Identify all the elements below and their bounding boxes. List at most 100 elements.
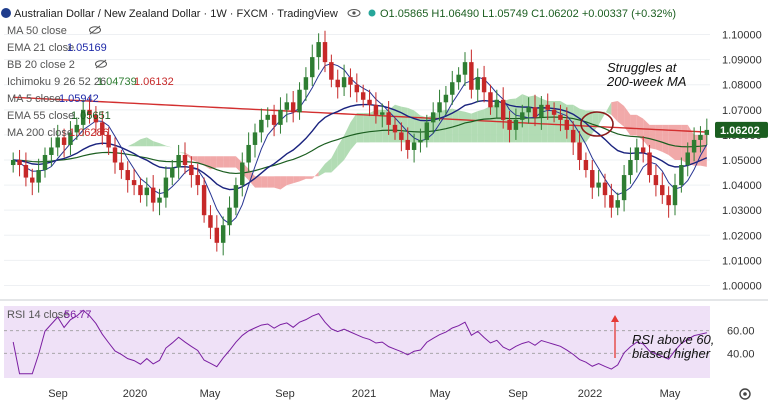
ichimoku-cloud-segment — [127, 143, 135, 147]
candle-body — [405, 139, 410, 150]
rsi-tick-label: 60.00 — [727, 326, 755, 338]
price-tick-label: 1.08000 — [722, 80, 762, 92]
ichimoku-cloud-segment — [458, 110, 465, 143]
ichimoku-cloud-segment — [484, 106, 491, 143]
candle-body — [322, 42, 328, 63]
indicator-legend: MA 50 close EMA 21 close 1.05169 BB 20 c… — [7, 25, 174, 139]
legend-ma200[interactable]: MA 200 close — [7, 127, 73, 139]
candle-body — [360, 92, 366, 100]
annotation-rsi-line1: RSI above 60, — [632, 332, 714, 347]
ichimoku-cloud-segment — [248, 168, 255, 188]
ichimoku-cloud-segment — [675, 124, 682, 160]
annotation-struggles-line1: Struggles at — [607, 60, 678, 75]
candle-body — [590, 170, 595, 188]
hidden-eye-icon[interactable] — [95, 59, 107, 69]
ichimoku-cloud-segment — [643, 118, 650, 149]
candle-body — [100, 122, 105, 135]
rsi-legend-label[interactable]: RSI 14 close — [7, 309, 69, 321]
candle-body — [170, 167, 175, 178]
ichimoku-cloud-segment — [439, 109, 446, 143]
legend-ema21[interactable]: EMA 21 close — [7, 42, 74, 54]
ichimoku-cloud-segment — [83, 165, 90, 169]
ichimoku-cloud-segment — [356, 112, 364, 143]
ichimoku-cloud-segment — [369, 109, 376, 143]
candle-body — [437, 102, 442, 113]
ichimoku-cloud-segment — [305, 176, 313, 179]
rsi-band-fill — [4, 306, 710, 378]
candle-body — [335, 79, 340, 88]
legend-ma5[interactable]: MA 5 close — [7, 93, 61, 105]
candle-body — [303, 77, 309, 90]
candle-body — [23, 165, 29, 178]
ichimoku-cloud-segment — [178, 152, 185, 154]
candle-body — [329, 62, 334, 80]
candle-body — [93, 114, 99, 123]
resistance-highlight-circle — [580, 111, 614, 137]
legend-ichimoku[interactable]: Ichimoku 9 26 52 26 — [7, 76, 106, 88]
ema21-line — [13, 99, 708, 191]
candle-body — [112, 147, 118, 163]
candle-body — [138, 185, 143, 196]
ichimoku-cloud-segment — [668, 124, 675, 160]
hidden-eye-icon[interactable] — [89, 25, 101, 35]
symbol-title[interactable]: Australian Dollar / New Zealand Dollar ·… — [14, 8, 338, 20]
ichimoku-cloud-segment — [414, 110, 421, 143]
time-tick-label: Sep — [508, 388, 528, 400]
legend-ma50[interactable]: MA 50 close — [7, 25, 67, 37]
ichimoku-cloud-segment — [445, 108, 453, 143]
candle-body — [290, 102, 296, 113]
ichimoku-cloud-segment — [165, 145, 173, 148]
ichimoku-cloud-segment — [649, 124, 656, 150]
candle-body — [182, 154, 188, 166]
candle-body — [341, 77, 347, 88]
candle-body — [634, 147, 640, 160]
ichimoku-cloud-segment — [624, 106, 631, 136]
ichimoku-cloud-segment — [57, 162, 65, 169]
candle-body — [615, 200, 620, 208]
ichimoku-cloud-segment — [630, 114, 637, 136]
price-tick-label: 1.00000 — [722, 280, 762, 292]
ichimoku-cloud-segment — [605, 102, 612, 115]
ichimoku-cloud-segment — [210, 156, 217, 170]
ichimoku-cloud-segment — [216, 156, 224, 168]
eye-icon[interactable] — [347, 9, 361, 17]
ichimoku-cloud-segment — [293, 176, 300, 184]
time-tick-label: 2020 — [123, 388, 147, 400]
ichimoku-cloud-segment — [185, 152, 192, 160]
legend-ichimoku-value-b: 1.06132 — [134, 76, 174, 88]
candle-body — [240, 162, 245, 186]
candle-body — [150, 187, 156, 203]
candle-body — [666, 195, 671, 206]
annotation-rsi-line2: biased higher — [632, 346, 711, 361]
candle-body — [259, 119, 264, 133]
candle-body — [551, 109, 557, 115]
candle-body — [144, 187, 150, 196]
annotation-struggles-line2: 200-week MA — [606, 74, 686, 89]
candle-body — [227, 207, 232, 226]
candle-body — [61, 137, 67, 145]
candle-body — [367, 99, 372, 105]
legend-ema55[interactable]: EMA 55 close — [7, 110, 74, 122]
ichimoku-cloud-segment — [636, 114, 644, 141]
candle-body — [119, 162, 124, 171]
ichimoku-cloud-segment — [344, 122, 351, 160]
price-tick-label: 1.03000 — [722, 205, 762, 217]
legend-bb20[interactable]: BB 20 close 2 — [7, 59, 75, 71]
candle-body — [469, 62, 474, 90]
ichimoku-cloud-segment — [465, 111, 472, 143]
candle-body — [647, 152, 652, 176]
ichimoku-cloud-segment — [64, 168, 71, 172]
gear-icon[interactable] — [739, 388, 751, 400]
candle-body — [354, 84, 360, 93]
candle-body — [36, 170, 41, 183]
candle-body — [125, 170, 130, 181]
time-tick-label: Sep — [275, 388, 295, 400]
candle-body — [513, 119, 519, 130]
candle-body — [246, 144, 251, 163]
candle-body — [30, 177, 35, 183]
candle-body — [399, 132, 404, 140]
candle-body — [488, 92, 493, 108]
candle-body — [392, 124, 398, 133]
chart-header: Australian Dollar / New Zealand Dollar ·… — [1, 8, 676, 20]
